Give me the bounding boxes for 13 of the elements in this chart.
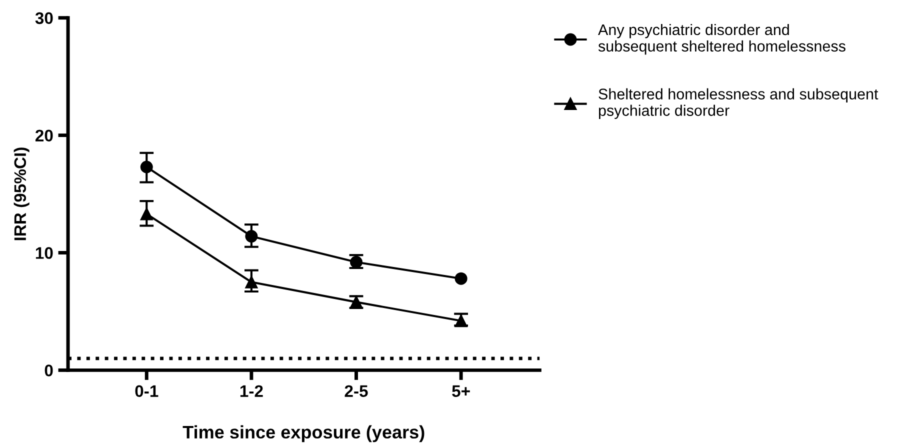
x-tick-label: 5+: [452, 385, 470, 398]
y-axis-title: IRR (95%CI): [14, 148, 30, 240]
x-axis-title: Time since exposure (years): [182, 425, 424, 442]
y-tick-label: 30: [35, 12, 53, 24]
x-tick-label: 2-5: [344, 385, 368, 398]
y-tick-label: 20: [35, 130, 53, 142]
legend-label: Sheltered homelessness and subsequent psychiatric disorder: [598, 88, 878, 119]
point: [454, 272, 468, 285]
x-tick-label: 0-1: [135, 385, 158, 398]
legend-label: Any psychiatric disorder and subsequent sheltered homelessness: [598, 24, 846, 55]
x-tick-label: 1-2: [240, 385, 263, 397]
y-tick-label: 10: [36, 247, 53, 259]
y-tick-label: 0: [44, 364, 53, 376]
